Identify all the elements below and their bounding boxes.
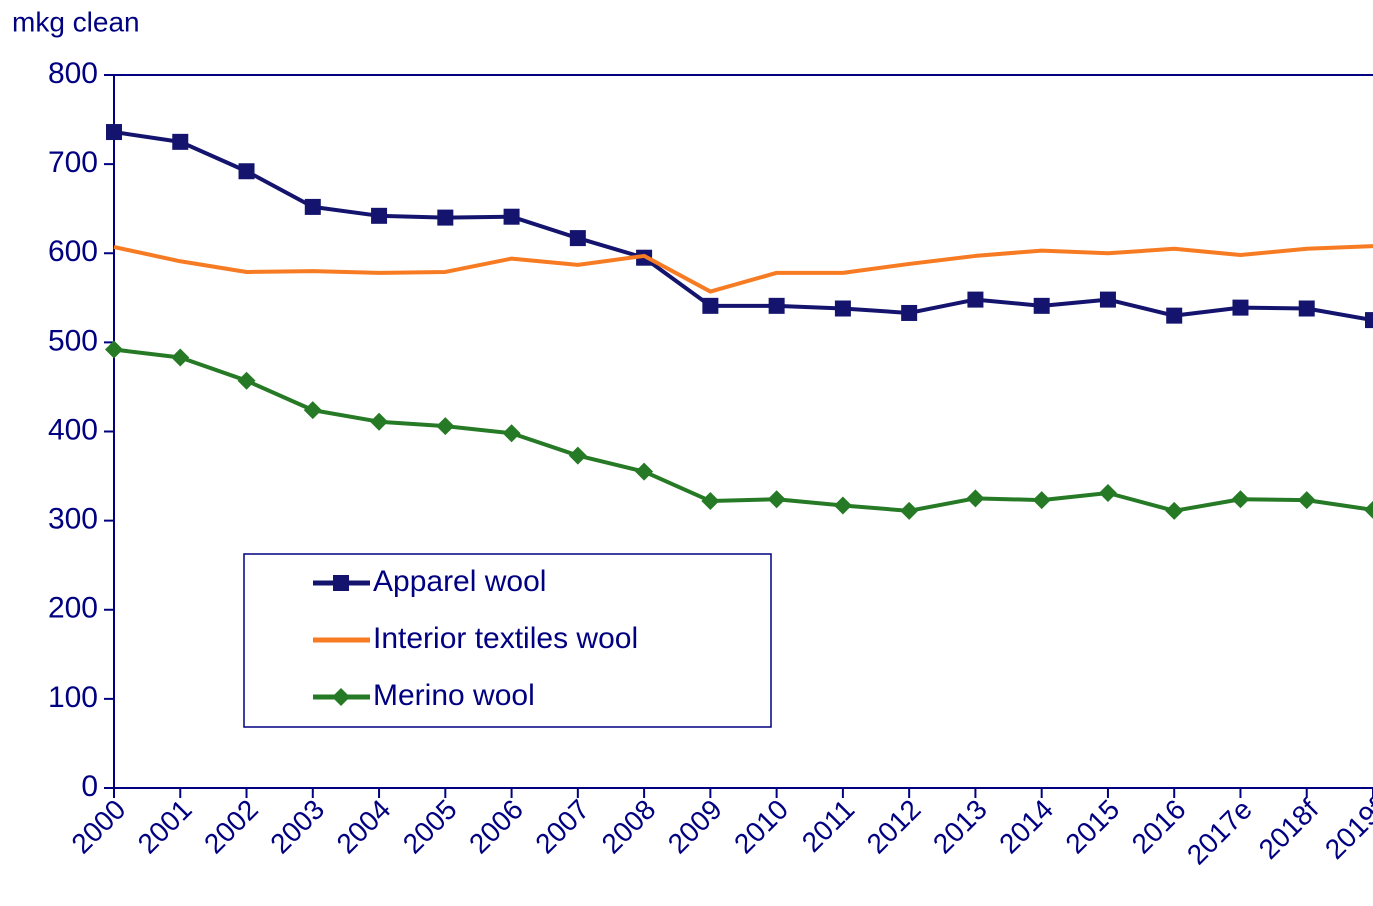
y-tick-label: 400	[48, 413, 98, 446]
marker	[768, 297, 785, 314]
legend-label: Merino wool	[373, 679, 535, 712]
marker	[303, 401, 322, 420]
marker	[106, 124, 122, 141]
marker	[635, 462, 654, 481]
y-tick-label: 200	[48, 592, 98, 625]
marker	[967, 291, 984, 308]
marker	[1032, 491, 1051, 510]
x-tick-label: 2017e	[1181, 794, 1258, 871]
x-tick-label: 2001	[132, 794, 198, 860]
series-line	[113, 244, 1373, 294]
marker	[436, 417, 455, 436]
x-tick-label: 2010	[728, 794, 794, 860]
marker	[105, 340, 123, 359]
marker	[568, 446, 587, 465]
marker	[1033, 297, 1050, 314]
marker	[569, 230, 586, 247]
series-line	[113, 347, 1373, 513]
marker	[171, 348, 190, 367]
marker	[702, 297, 719, 314]
marker	[172, 133, 189, 150]
x-tick-label: 2014	[993, 794, 1059, 860]
marker	[332, 688, 350, 706]
marker	[834, 300, 851, 317]
marker	[237, 371, 256, 390]
x-tick-label: 2013	[927, 794, 993, 860]
marker	[371, 207, 388, 224]
y-tick-label: 500	[48, 324, 98, 357]
marker	[1297, 491, 1316, 510]
x-tick-label: 2009	[662, 794, 728, 860]
x-tick-label: 2003	[264, 794, 330, 860]
marker	[900, 501, 919, 520]
marker	[1232, 299, 1249, 316]
x-tick-label: 2015	[1059, 794, 1125, 860]
marker	[767, 490, 786, 509]
marker	[370, 412, 389, 431]
y-axis-label: mkg clean	[12, 6, 140, 37]
marker	[833, 496, 852, 515]
x-tick-label: 2006	[463, 794, 529, 860]
marker	[1165, 501, 1184, 520]
marker	[1298, 300, 1315, 317]
marker	[437, 209, 454, 226]
x-tick-label: 2012	[861, 794, 927, 860]
marker	[238, 163, 255, 180]
marker	[1098, 483, 1117, 502]
marker	[502, 424, 521, 443]
x-tick-label: 2002	[198, 794, 264, 860]
x-tick-label: 2007	[529, 794, 595, 860]
marker	[1231, 490, 1250, 509]
marker	[1364, 500, 1373, 519]
x-tick-label: 2000	[65, 794, 131, 860]
x-tick-label: 2019f	[1319, 793, 1373, 865]
y-tick-label: 700	[48, 146, 98, 179]
y-tick-label: 800	[48, 57, 98, 90]
legend-label: Interior textiles wool	[373, 622, 638, 655]
x-tick-label: 2018f	[1253, 793, 1325, 865]
marker	[304, 198, 321, 215]
y-tick-label: 0	[81, 770, 98, 803]
y-tick-label: 300	[48, 503, 98, 536]
x-tick-label: 2004	[331, 794, 397, 860]
x-tick-label: 2011	[796, 794, 861, 859]
marker	[901, 304, 918, 321]
x-tick-label: 2005	[397, 794, 463, 860]
marker	[1099, 291, 1116, 308]
y-tick-label: 600	[48, 235, 98, 268]
y-tick-label: 100	[48, 681, 98, 714]
marker	[966, 489, 985, 508]
legend: Apparel wool Interior textiles wool Merino…	[243, 553, 772, 728]
marker	[701, 492, 720, 511]
series-line	[113, 130, 1373, 323]
marker	[503, 208, 520, 225]
marker	[1365, 312, 1373, 329]
legend-label: Apparel wool	[373, 565, 546, 598]
marker	[333, 575, 349, 591]
x-tick-label: 2008	[596, 794, 662, 860]
marker	[1166, 307, 1183, 324]
